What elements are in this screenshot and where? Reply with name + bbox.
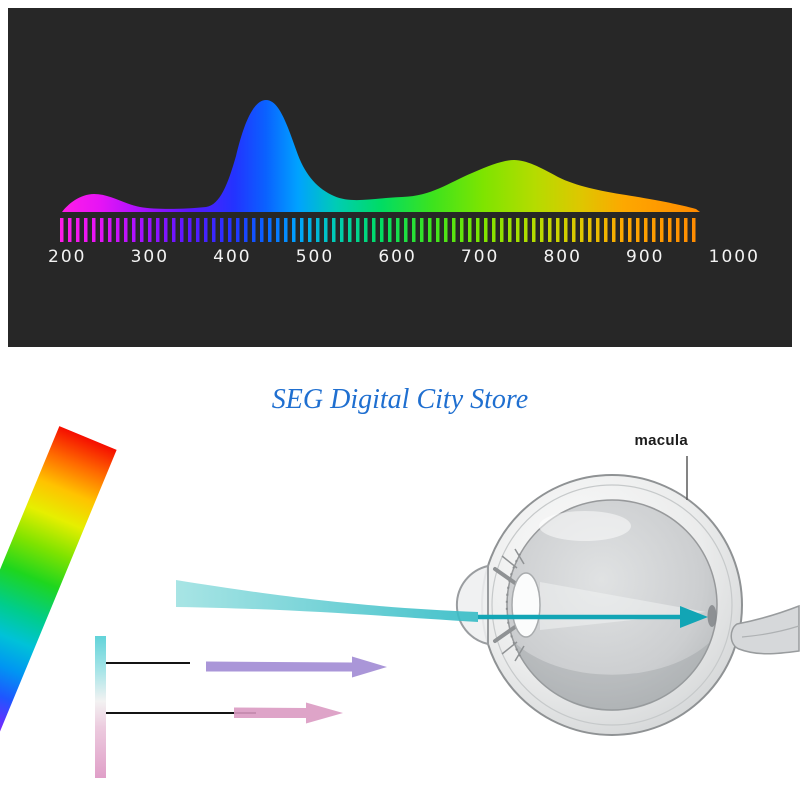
- spectrum-chart-panel: 200 300 400 500 600 700 800 900 1000: [8, 8, 792, 347]
- axis-tick-label: 300: [130, 247, 170, 267]
- macula-spot: [707, 605, 717, 627]
- axis-tick-label: 200: [48, 247, 87, 267]
- wavelength-axis: 200 300 400 500 600 700 800 900 1000: [48, 247, 760, 267]
- axis-tick-label: 900: [626, 247, 665, 267]
- spectrum-curve: [62, 100, 700, 212]
- axis-tick-label: 1000: [708, 247, 760, 267]
- macula-label: macula: [634, 432, 688, 449]
- cyan-focus-ray: [176, 580, 708, 628]
- axis-tick-label: 400: [213, 247, 252, 267]
- cyan-arrowhead-icon: [680, 606, 708, 628]
- sclera-inner-rim: [491, 484, 733, 726]
- axis-tick-label: 700: [460, 247, 500, 267]
- cyan-beam-taper: [176, 580, 478, 622]
- pink-focus-arrow: [234, 702, 343, 724]
- eye-diagram-graphics: [0, 426, 800, 781]
- retina-lower-shading: [513, 641, 711, 712]
- crystalline-lens: [511, 572, 541, 638]
- iris-lower: [493, 625, 517, 643]
- rainbow-prism-bar: [0, 426, 117, 781]
- zonule-fibers: [501, 548, 525, 662]
- focal-length-lines: [98, 662, 256, 714]
- cornea: [455, 564, 489, 646]
- axis-tick-label: 500: [295, 247, 335, 267]
- eye-highlight: [539, 511, 631, 541]
- spectrum-curve-path: [62, 100, 700, 212]
- axis-tick-label: 600: [378, 247, 417, 267]
- violet-focus-arrow: [206, 656, 387, 678]
- spectrum-tick-marks: [60, 218, 700, 242]
- eye-diagram-panel: SEG Digital City Store macula: [0, 350, 800, 800]
- axis-tick-label: 800: [543, 247, 582, 267]
- optic-nerve: [730, 604, 800, 655]
- iris-upper: [493, 567, 517, 585]
- optic-nerve-fiber-line: [741, 625, 800, 638]
- store-watermark: SEG Digital City Store: [271, 384, 529, 415]
- eye-cross-section-illustration: [455, 474, 800, 736]
- wavelength-scale-strip: [95, 636, 106, 778]
